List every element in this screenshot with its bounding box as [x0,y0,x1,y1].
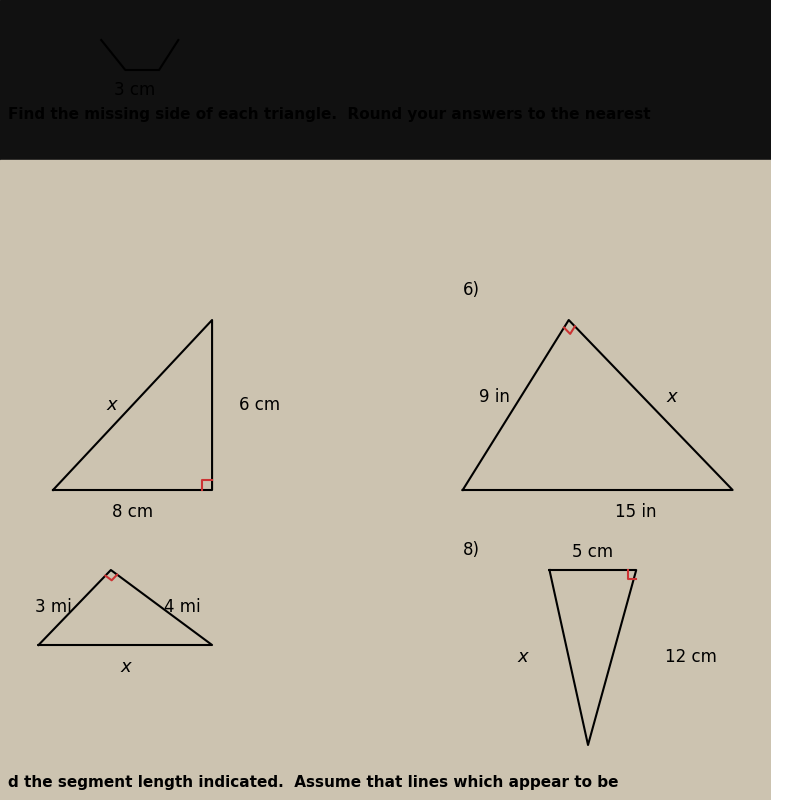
Text: 6 cm: 6 cm [239,396,280,414]
Text: 8): 8) [462,541,480,559]
Text: 12 cm: 12 cm [665,649,717,666]
Text: 15 in: 15 in [615,503,657,521]
Bar [0,0,771,160]
Text: 4 mi: 4 mi [164,598,201,617]
Text: x: x [666,388,677,406]
Text: 9 in: 9 in [479,388,510,406]
Text: x: x [106,396,117,414]
Text: x: x [517,649,528,666]
Text: Find the missing side of each triangle.  Round your answers to the nearest: Find the missing side of each triangle. … [8,107,650,122]
Text: x: x [120,658,130,676]
Text: 3 mi: 3 mi [35,598,72,617]
Text: 8 cm: 8 cm [112,503,153,521]
Text: 5 cm: 5 cm [572,543,614,561]
Text: 3 cm: 3 cm [114,81,155,99]
Bar [0,160,771,800]
Text: 6): 6) [462,281,480,299]
Text: d the segment length indicated.  Assume that lines which appear to be: d the segment length indicated. Assume t… [8,774,618,790]
